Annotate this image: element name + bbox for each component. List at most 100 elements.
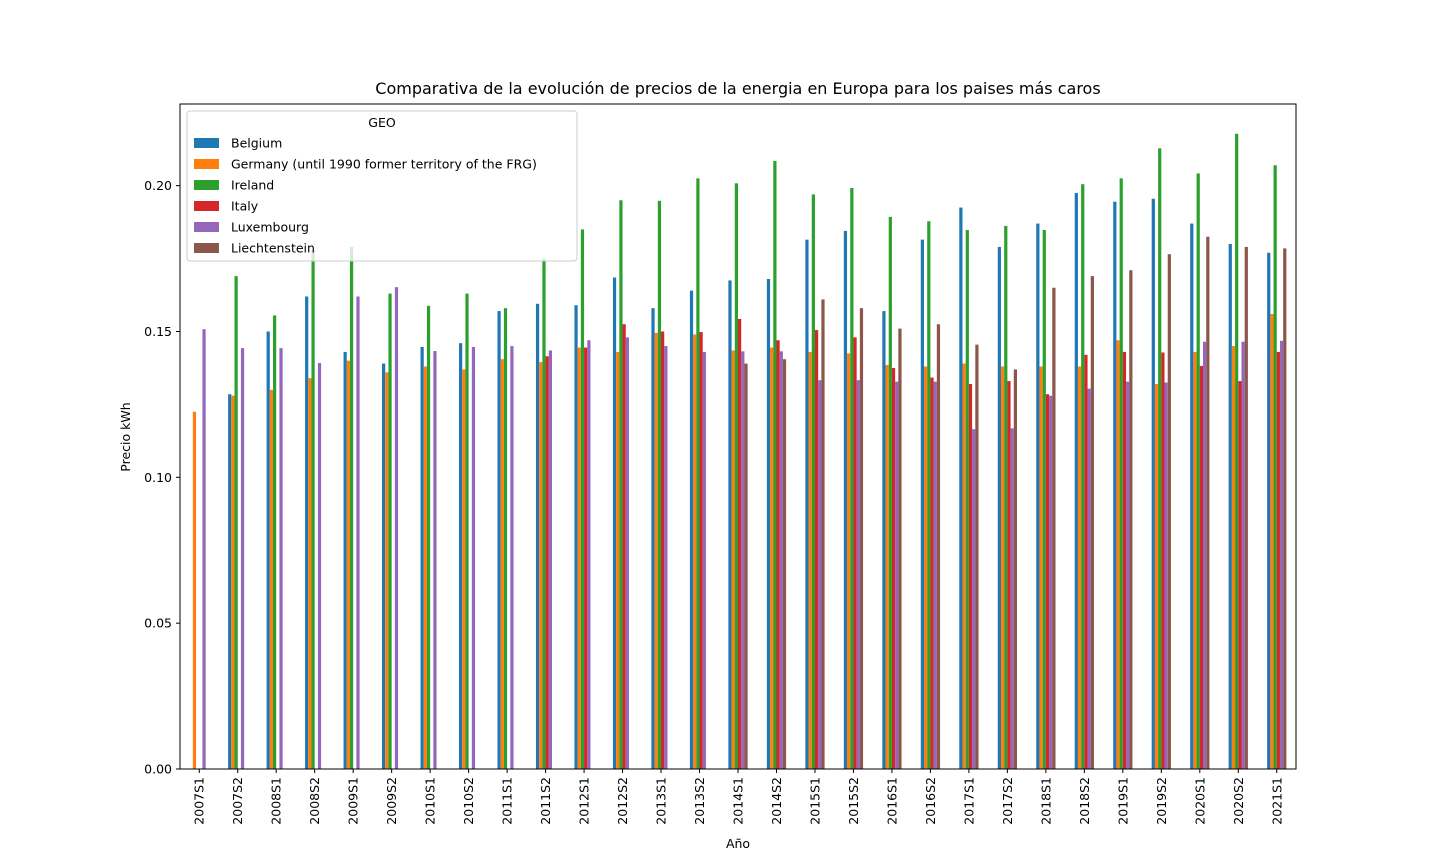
x-tick-label: 2015S2: [846, 777, 861, 825]
x-axis-label: Año: [726, 836, 750, 851]
bar: [997, 246, 1001, 770]
bar: [818, 380, 822, 769]
bar: [1081, 184, 1085, 769]
bar: [972, 429, 976, 769]
bar: [1010, 428, 1014, 769]
bar: [388, 293, 392, 769]
bar: [394, 287, 399, 769]
bar: [1045, 394, 1050, 769]
bar: [741, 351, 745, 769]
bar: [924, 366, 928, 769]
bar: [343, 351, 347, 769]
legend-swatch: [194, 180, 219, 190]
y-tick-label: 0.05: [144, 616, 172, 631]
bar: [503, 308, 508, 769]
x-tick-label: 2015S1: [807, 777, 822, 825]
bar: [850, 188, 854, 769]
bar: [317, 363, 322, 769]
bar: [965, 230, 969, 769]
bar: [859, 308, 864, 769]
bar: [1241, 341, 1245, 769]
bar: [843, 230, 848, 769]
bar: [1129, 270, 1133, 769]
bar: [1196, 173, 1200, 770]
bar: [1126, 381, 1130, 769]
bar: [1167, 254, 1171, 769]
bar: [927, 221, 931, 769]
bar: [308, 378, 312, 769]
bar: [535, 303, 540, 769]
bar: [311, 249, 315, 769]
bar: [356, 296, 360, 769]
bar: [898, 328, 902, 769]
bar: [1267, 252, 1271, 769]
x-tick-label: 2012S1: [577, 777, 592, 825]
bar: [420, 346, 424, 769]
bar: [847, 353, 851, 769]
x-tick-label: 2010S2: [461, 777, 476, 825]
x-tick-label: 2007S1: [192, 777, 207, 825]
bar: [766, 279, 771, 769]
bar: [349, 246, 354, 770]
bar: [853, 337, 857, 769]
x-tick-label: 2016S1: [884, 777, 899, 825]
x-axis: 2007S1 2007S2 2008S1 2008S2 2009S1 2009S2 2010…: [192, 769, 1284, 825]
bar: [888, 216, 892, 770]
bar: [734, 183, 738, 769]
bar: [584, 347, 588, 769]
bar: [1116, 340, 1120, 769]
x-tick-label: 2007S2: [230, 777, 245, 825]
bar: [346, 360, 350, 769]
x-tick-label: 2012S2: [615, 777, 630, 825]
legend-swatch: [194, 201, 219, 211]
bar: [776, 340, 780, 769]
bar: [1052, 287, 1056, 769]
x-tick-label: 2009S1: [346, 777, 361, 825]
bar: [462, 369, 466, 769]
bar: [728, 280, 732, 769]
legend-swatch: [194, 159, 219, 169]
bar: [574, 305, 578, 769]
bar: [1013, 369, 1017, 769]
bar: [731, 350, 735, 769]
bar: [1151, 198, 1155, 770]
bar: [920, 239, 924, 770]
bar: [619, 200, 623, 769]
x-tick-label: 2010S1: [423, 777, 438, 825]
x-tick-label: 2009S2: [384, 777, 399, 825]
bar: [465, 293, 469, 769]
legend-entry-label: Luxembourg: [231, 220, 309, 235]
x-tick-label: 2018S2: [1077, 777, 1092, 825]
bar: [1077, 366, 1082, 769]
y-tick-label: 0.15: [144, 324, 172, 339]
bar: [805, 239, 809, 770]
bar: [1193, 351, 1197, 769]
bar: [782, 359, 787, 769]
legend-swatch: [194, 138, 219, 148]
bar: [1231, 346, 1236, 769]
x-tick-label: 2014S2: [769, 777, 784, 825]
bar: [269, 389, 273, 769]
bar: [654, 332, 658, 769]
bar: [930, 377, 934, 769]
bar: [1122, 351, 1127, 769]
bar: [539, 362, 543, 769]
bar: [1158, 148, 1162, 769]
y-tick-label: 0.00: [144, 762, 172, 777]
bar: [577, 347, 581, 769]
bar: [622, 324, 626, 769]
bar: [1244, 246, 1248, 770]
bar: [661, 331, 665, 769]
legend-entry-label: Germany (until 1990 former territory of …: [231, 157, 537, 172]
bar: [814, 330, 819, 769]
bar: [891, 367, 896, 769]
y-axis-label: Precio kWh: [118, 402, 133, 471]
bar: [744, 363, 748, 769]
bar: [975, 344, 979, 769]
bar: [202, 329, 206, 769]
bar: [279, 348, 283, 770]
bar: [933, 381, 937, 769]
legend-entry-label: Ireland: [231, 178, 274, 193]
bar: [811, 194, 815, 770]
bar: [1190, 223, 1194, 769]
